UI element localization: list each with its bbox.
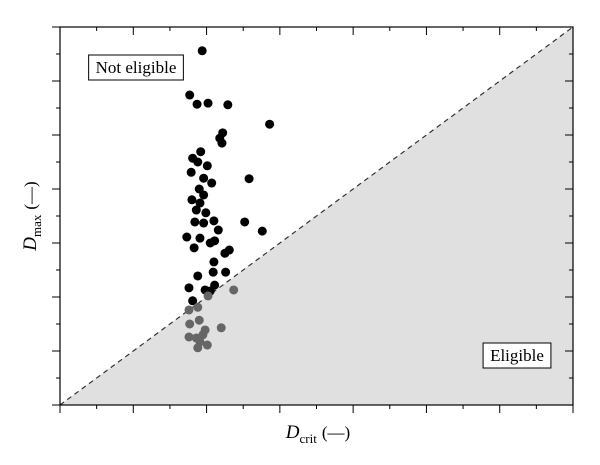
data-point [193,157,203,167]
region-label-box [88,54,184,81]
data-point [203,98,213,108]
diagonal-line [59,26,574,406]
data-point [213,225,223,235]
data-point [193,302,203,312]
y-axis-label: Dmax (—) [20,181,44,251]
x-axis-label: Dcrit (—) [285,422,350,446]
data-point [196,147,206,157]
data-point [220,248,230,258]
data-point [197,46,207,56]
region-label: Not eligible [88,54,184,81]
data-point [244,174,254,184]
plot-frame [59,26,574,406]
data-point [203,291,213,301]
data-point [217,138,227,148]
data-point [193,343,203,353]
x-label-main: D [285,422,300,443]
data-point [199,218,209,228]
data-point [221,267,231,277]
data-point [188,296,198,306]
x-label-unit: (—) [322,423,350,442]
data-point [229,285,239,295]
data-point [265,119,275,129]
data-point [184,283,194,293]
data-point [257,226,267,236]
data-point [185,319,195,329]
data-point [202,340,212,350]
region-label: Eligible [482,342,552,369]
data-point [208,267,218,277]
data-point [205,238,215,248]
data-point [194,315,204,325]
x-label-sub: crit [300,431,318,446]
data-point [186,167,196,177]
data-point [195,198,205,208]
y-label-sub: max [29,214,44,237]
data-point [198,330,208,340]
data-point [223,100,233,110]
data-point [193,271,203,281]
data-point [190,217,200,227]
data-point [201,208,211,218]
data-point [185,90,195,100]
data-point [192,99,202,109]
data-point [195,233,205,243]
data-point [199,190,209,200]
region-label-text: Not eligible [96,58,177,77]
data-point [182,232,192,242]
data-point [240,217,250,227]
region-label-box [482,342,552,369]
data-point [209,216,219,226]
data-point [202,161,212,171]
data-point [216,323,226,333]
data-point [191,205,201,215]
data-point [184,332,194,342]
data-point [199,173,209,183]
data-point [189,243,199,253]
data-point [187,195,197,205]
region-label-text: Eligible [490,346,544,365]
data-point [207,178,217,188]
y-label-unit: (—) [21,181,40,209]
y-label-main: D [20,237,41,252]
data-point [184,305,194,315]
data-point [209,257,219,267]
